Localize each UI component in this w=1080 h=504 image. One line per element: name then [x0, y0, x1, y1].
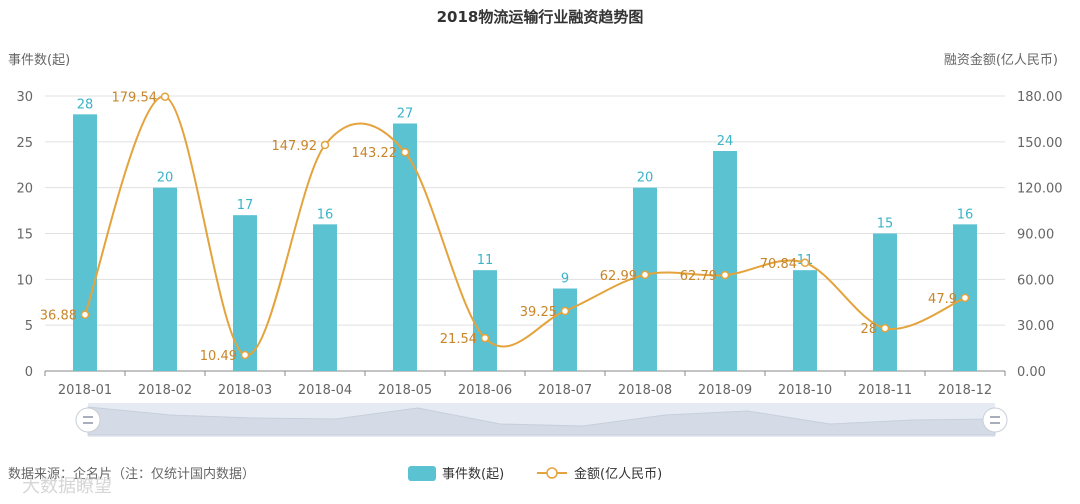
- right-tick-label: 30.00: [1017, 319, 1054, 334]
- line-point: [960, 293, 970, 303]
- line-point: [560, 306, 570, 316]
- right-tick-label: 120.00: [1017, 182, 1063, 197]
- watermark: 大数据瞭望: [22, 476, 112, 497]
- x-tick-label: 2018-06: [458, 383, 512, 398]
- bar: [633, 187, 657, 371]
- right-axis-title: 融资金额(亿人民币): [944, 52, 1058, 68]
- bar-value-label: 27: [397, 107, 414, 122]
- line-point: [400, 147, 410, 157]
- line-value-label: 147.92: [272, 139, 318, 154]
- x-tick-label: 2018-05: [378, 383, 432, 398]
- line-points: [80, 92, 970, 360]
- x-tick-label: 2018-01: [58, 383, 112, 398]
- left-tick-label: 25: [16, 136, 33, 151]
- zoom-handle-left[interactable]: [75, 407, 101, 433]
- x-tick-label: 2018-04: [298, 383, 352, 398]
- grid-lines: [45, 95, 1005, 372]
- line-value-label: 36.88: [40, 309, 77, 324]
- line-data-labels: 36.88 179.54 10.49 147.92 143.22 21.54 39.25 62…: [40, 91, 957, 364]
- data-zoom-slider[interactable]: [75, 403, 1008, 437]
- line-point: [80, 310, 90, 319]
- bar: [873, 233, 897, 371]
- x-tick-label: 2018-02: [138, 383, 192, 398]
- left-axis-ticks: 0 5 10 15 20 25 30: [16, 90, 33, 380]
- right-tick-label: 180.00: [1017, 90, 1063, 105]
- bar-data-labels: 28201716271192024111516: [77, 97, 974, 286]
- x-tick-label: 2018-12: [938, 383, 992, 398]
- right-axis-ticks: 0.00 30.00 60.00 90.00 120.00 150.00 180.00: [1017, 90, 1063, 380]
- bar: [313, 224, 337, 371]
- left-tick-label: 0: [25, 365, 33, 380]
- line-value-label: 179.54: [112, 91, 158, 106]
- left-tick-label: 5: [25, 319, 33, 334]
- line-point: [720, 270, 730, 280]
- x-tick-label: 2018-08: [618, 383, 672, 398]
- bar: [473, 270, 497, 371]
- line-value-label: 47.9: [928, 292, 957, 307]
- bar: [153, 187, 177, 371]
- bar-value-label: 24: [717, 134, 734, 149]
- line-value-label: 143.22: [352, 146, 398, 161]
- line-value-label: 10.49: [200, 349, 237, 364]
- bar-value-label: 17: [237, 198, 254, 213]
- x-tick-label: 2018-07: [538, 383, 592, 398]
- zoom-handle-right[interactable]: [982, 407, 1008, 433]
- right-tick-label: 0.00: [1017, 365, 1046, 380]
- line-value-label: 62.99: [600, 269, 637, 284]
- line-value-label: 21.54: [440, 332, 477, 347]
- line-point: [240, 350, 250, 360]
- legend-swatch-count: [408, 466, 436, 481]
- legend-item-amount[interactable]: 金额(亿人民币): [537, 466, 662, 482]
- chart-title: 2018物流运输行业融资趋势图: [437, 8, 644, 26]
- bar-value-label: 16: [957, 207, 974, 222]
- legend-marker-amount: [546, 467, 558, 479]
- left-tick-label: 15: [16, 228, 33, 243]
- x-axis-ticks: 2018-01 2018-02 2018-03 2018-04 2018-05 2018-…: [44, 371, 1006, 398]
- right-tick-label: 60.00: [1017, 273, 1054, 288]
- bar-value-label: 15: [877, 217, 894, 232]
- bar: [793, 270, 817, 371]
- right-tick-label: 90.00: [1017, 228, 1054, 243]
- bar: [713, 151, 737, 371]
- left-tick-label: 30: [16, 90, 33, 105]
- bar: [233, 215, 257, 371]
- bar-value-label: 9: [561, 272, 569, 287]
- left-tick-label: 10: [16, 273, 33, 288]
- legend-item-count[interactable]: 事件数(起): [408, 466, 504, 482]
- left-axis-title: 事件数(起): [8, 53, 70, 68]
- line-value-label: 70.84: [760, 257, 797, 272]
- line-point: [480, 333, 490, 343]
- line-point: [800, 258, 810, 268]
- x-tick-label: 2018-03: [218, 383, 272, 398]
- bar-value-label: 28: [77, 97, 94, 112]
- right-tick-label: 150.00: [1017, 136, 1063, 151]
- line-value-label: 39.25: [520, 305, 557, 320]
- line-point: [160, 92, 170, 101]
- left-tick-label: 20: [16, 182, 33, 197]
- bar-value-label: 20: [157, 171, 174, 186]
- bar: [73, 114, 97, 371]
- bar: [553, 288, 577, 371]
- amount-line: [84, 95, 966, 356]
- legend-label-amount: 金额(亿人民币): [574, 466, 662, 482]
- zoom-preview-area: [87, 406, 996, 436]
- line-point: [320, 140, 330, 150]
- line-value-label: 28: [860, 322, 877, 337]
- line-point: [880, 323, 890, 333]
- bar-value-label: 20: [637, 171, 654, 186]
- x-tick-label: 2018-10: [778, 383, 832, 398]
- legend-label-count: 事件数(起): [442, 467, 504, 482]
- line-value-label: 62.79: [680, 269, 717, 284]
- bar-value-label: 16: [317, 207, 334, 222]
- x-tick-label: 2018-09: [698, 383, 752, 398]
- line-point: [640, 270, 650, 280]
- x-tick-label: 2018-11: [858, 383, 912, 398]
- bar-value-label: 11: [477, 253, 494, 268]
- source-note: 数据来源：企名片（注：仅统计国内数据）: [8, 466, 255, 482]
